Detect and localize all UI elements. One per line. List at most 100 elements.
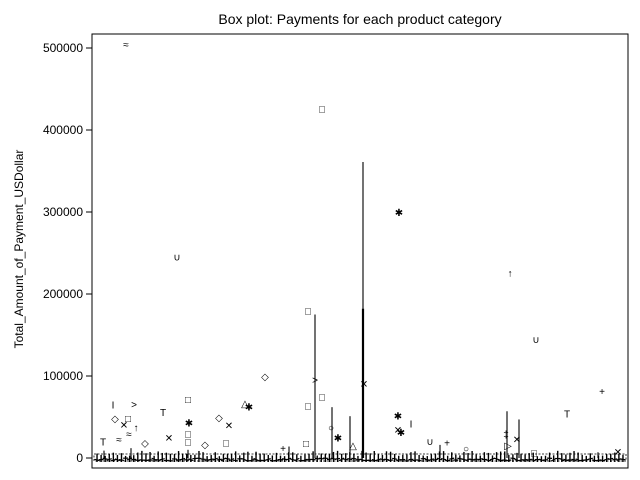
outlier-marker: T [100,438,106,449]
outlier-marker: ∪ [173,252,180,263]
category-median [188,458,194,462]
category-median [612,458,618,461]
category-median [212,457,218,461]
outlier-marker: T [160,408,166,419]
category-median [208,458,214,461]
category-median [379,458,386,461]
outlier-marker: □ [223,438,229,449]
category-median [159,458,165,461]
category-median [587,457,593,460]
y-tick-label: 300000 [43,205,83,219]
outlier-marker: □ [125,414,131,425]
category-median [294,457,300,462]
outlier-marker: ✕ [614,447,622,458]
category-median [522,458,528,461]
category-median [106,458,112,461]
outlier-marker: ✱ [185,419,193,430]
outlier-marker: ✱ [245,402,253,413]
category-median [485,459,492,462]
category-median [216,458,222,461]
category-median [343,458,349,461]
category-median [290,458,296,461]
category-median [559,457,565,462]
category-median [608,457,614,461]
category-median [428,458,435,461]
outlier-marker: □ [303,439,309,450]
outlier-marker: □ [185,438,191,449]
outlier-marker: ◇ [141,438,149,449]
category-median [436,457,443,461]
outlier-marker: □ [319,105,325,116]
category-median [102,457,108,460]
outlier-marker: + [599,387,605,398]
outlier-marker: ✕ [513,435,521,446]
category-median [94,458,100,462]
outlier-marker: ≈ [123,40,129,51]
outlier-marker: ✕ [165,434,173,445]
outlier-marker: △ [349,441,357,452]
outlier-marker: T [564,410,570,421]
category-median [383,458,390,461]
category-median [326,458,332,461]
outlier-marker: ✱ [395,208,403,219]
category-median [603,457,610,461]
category-median [110,458,116,462]
outlier-marker: ‡ [503,430,509,441]
y-tick-label: 200000 [43,287,83,301]
y-tick-label: 0 [76,451,83,465]
category-median [477,457,483,461]
outlier-marker: □ [305,306,311,317]
outlier-marker: ✱ [394,411,402,422]
category-median [318,457,324,460]
category-median [506,459,512,462]
plot-frame [91,33,629,469]
category-median [449,457,455,460]
category-median [367,459,373,462]
outlier-marker: I [410,420,413,431]
outlier-marker: > [312,375,318,386]
y-tick-label: 100000 [43,369,83,383]
category-median [228,458,235,462]
y-axis-title: Total_Amount_of_Payment_USDollar [12,150,26,349]
outlier-marker: ◇ [215,413,223,424]
category-median [335,457,341,460]
outlier-marker: I [112,401,115,412]
outlier-marker: △ [241,399,249,410]
outlier-marker: ✕ [120,420,128,431]
category-median [118,458,125,462]
y-axis-ticks: 0 100000 200000 300000 400000 500000 [43,41,92,465]
outlier-marker: ✕ [360,379,368,390]
category-median [285,457,292,461]
outlier-marker: ↑ [134,423,139,434]
category-median [620,458,626,461]
outlier-marker: > [131,400,137,411]
baseline-band [93,453,627,462]
category-median [599,459,606,462]
category-median [416,459,422,462]
category-median [563,458,569,462]
outlier-marker: + [280,444,286,455]
y-tick-label: 400000 [43,123,83,137]
category-median [265,458,271,461]
outlier-marker: ◇ [201,440,209,451]
category-median [114,458,121,462]
outlier-marker: ≈ [116,435,122,446]
category-median [253,457,259,462]
outlier-marker: ∪ [426,437,433,448]
category-median [571,458,577,462]
outlier-marker: ≈ [126,429,132,440]
outlier-marker: □ [185,429,191,440]
category-median [126,457,133,461]
category-median [180,457,186,461]
category-median [432,458,439,461]
outlier-marker: ↑ [508,269,513,280]
outlier-marker: □ [531,448,537,459]
outlier-marker: ◇ [261,372,269,383]
outlier-marker: □ [319,393,325,404]
outlier-marker: ▷ [504,441,512,452]
outlier-marker: ✱ [334,434,342,445]
category-median [392,457,398,460]
y-tick-label: 500000 [43,41,83,55]
